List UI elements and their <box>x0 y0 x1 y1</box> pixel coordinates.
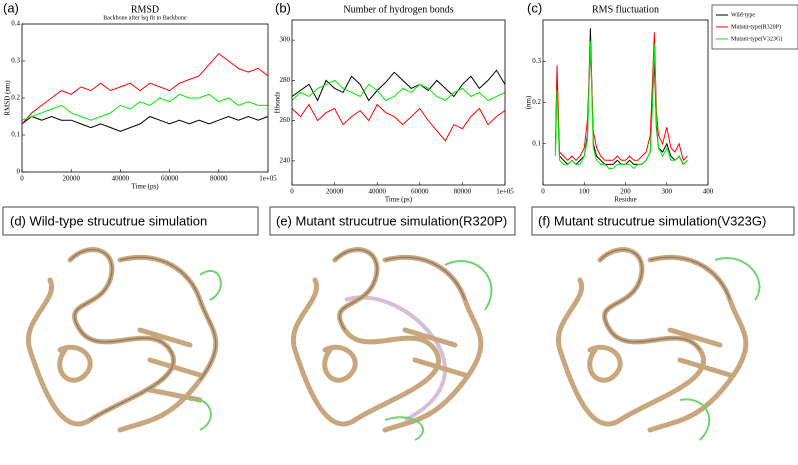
x-axis-label: Residue <box>614 196 637 204</box>
x-tick-label: 200 <box>620 188 631 196</box>
y-axis-label: RMSD (nm) <box>4 80 12 116</box>
protein-structure <box>555 247 761 441</box>
legend-label: Wild-type <box>731 12 755 18</box>
x-tick-label: 1e+05 <box>259 175 277 183</box>
y-axis-label: (nm) <box>525 95 533 109</box>
y-tick-label: 0.1 <box>532 139 541 147</box>
y-tick-label: 280 <box>280 76 291 84</box>
series-line <box>21 115 269 132</box>
series-line <box>291 69 506 102</box>
legend-label: Mutant-type(V323G) <box>731 35 782 42</box>
x-tick-label: 20000 <box>62 175 80 183</box>
panel-label: (a) <box>3 0 19 15</box>
x-tick-label: 300 <box>662 188 673 196</box>
series-line <box>21 52 269 125</box>
protein-structure <box>25 247 222 433</box>
x-tick-label: 40000 <box>368 188 386 196</box>
legend-label: Mutant-type(R320P) <box>731 23 781 30</box>
legend-box <box>711 4 798 50</box>
panel-box <box>269 206 516 236</box>
x-tick-label: 0 <box>20 175 24 183</box>
x-axis-label: Time (ps) <box>131 183 159 191</box>
protein-structure <box>290 247 493 441</box>
series-line <box>291 103 506 142</box>
series-line <box>291 79 506 102</box>
chart-title: Number of hydrogen bonds <box>343 4 453 15</box>
panel-title: (e) Mutant strucutrue simulation(R320P) <box>276 213 507 228</box>
y-tick-label: 0.3 <box>11 57 20 65</box>
panel-label: (c) <box>527 0 542 15</box>
series-line <box>21 93 268 121</box>
y-tick-label: 0.2 <box>11 94 20 102</box>
x-tick-label: 80000 <box>454 188 472 196</box>
series-line <box>554 32 688 162</box>
series-line <box>554 40 688 170</box>
y-tick-label: 0.1 <box>11 131 20 139</box>
y-tick-label: 240 <box>280 156 291 164</box>
x-tick-label: 0 <box>541 188 545 196</box>
x-tick-label: 400 <box>703 188 714 196</box>
y-tick-label: 300 <box>280 36 291 44</box>
chart-title: RMS fluctuation <box>592 4 659 15</box>
x-tick-label: 100 <box>579 188 590 196</box>
chart-title: RMSD <box>131 4 159 15</box>
x-axis-label: Time (ps) <box>385 196 413 204</box>
x-tick-label: 20000 <box>326 188 344 196</box>
series-line <box>554 28 688 166</box>
chart-subtitle: Backbone after lsq fit to Backbone <box>103 14 187 21</box>
structure-panels: (d) Wild-type strucutrue simulation (e) … <box>2 206 795 441</box>
y-tick-label: 0 <box>17 168 21 176</box>
panel-box <box>2 206 259 236</box>
y-tick-label: 260 <box>280 116 291 124</box>
x-tick-label: 60000 <box>161 175 179 183</box>
plot-frame <box>291 19 506 186</box>
panel-box <box>531 206 795 236</box>
panel-label: (b) <box>275 0 291 15</box>
panel-title: (d) Wild-type strucutrue simulation <box>10 213 207 228</box>
y-axis-label: Hbonds <box>274 91 282 113</box>
x-tick-label: 1e+05 <box>496 188 514 196</box>
plot-frame <box>21 23 269 173</box>
y-tick-label: 0.2 <box>532 98 541 106</box>
y-tick-label: 0.3 <box>532 57 541 65</box>
y-tick-label: 0.4 <box>11 20 20 28</box>
x-tick-label: 40000 <box>112 175 130 183</box>
x-tick-label: 0 <box>290 188 294 196</box>
x-tick-label: 60000 <box>411 188 429 196</box>
panel-title: (f) Mutant strucutrue simulation(V323G) <box>538 213 766 228</box>
x-tick-label: 80000 <box>210 175 228 183</box>
